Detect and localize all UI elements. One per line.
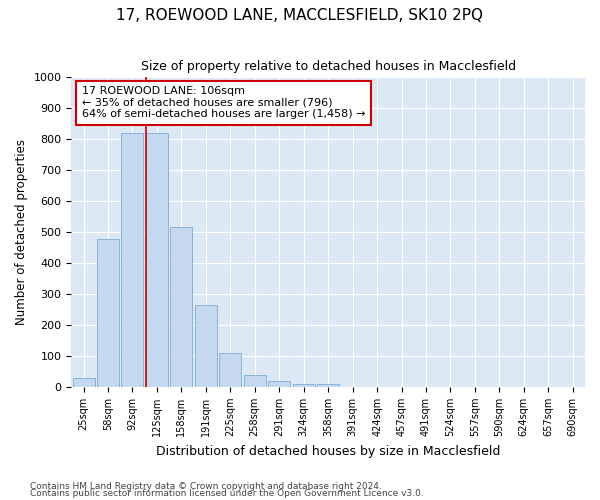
Bar <box>293 384 314 387</box>
Bar <box>97 239 119 387</box>
Bar <box>170 228 193 387</box>
Text: 17 ROEWOOD LANE: 106sqm
← 35% of detached houses are smaller (796)
64% of semi-d: 17 ROEWOOD LANE: 106sqm ← 35% of detache… <box>82 86 365 120</box>
Bar <box>146 132 168 387</box>
Text: Contains public sector information licensed under the Open Government Licence v3: Contains public sector information licen… <box>30 490 424 498</box>
Bar <box>73 378 95 387</box>
Bar <box>219 353 241 387</box>
Text: 17, ROEWOOD LANE, MACCLESFIELD, SK10 2PQ: 17, ROEWOOD LANE, MACCLESFIELD, SK10 2PQ <box>116 8 484 22</box>
Y-axis label: Number of detached properties: Number of detached properties <box>15 139 28 325</box>
Bar <box>317 384 339 387</box>
Bar <box>244 375 266 387</box>
Bar <box>121 132 143 387</box>
X-axis label: Distribution of detached houses by size in Macclesfield: Distribution of detached houses by size … <box>156 444 500 458</box>
Text: Contains HM Land Registry data © Crown copyright and database right 2024.: Contains HM Land Registry data © Crown c… <box>30 482 382 491</box>
Bar <box>268 380 290 387</box>
Title: Size of property relative to detached houses in Macclesfield: Size of property relative to detached ho… <box>140 60 516 73</box>
Bar <box>195 305 217 387</box>
